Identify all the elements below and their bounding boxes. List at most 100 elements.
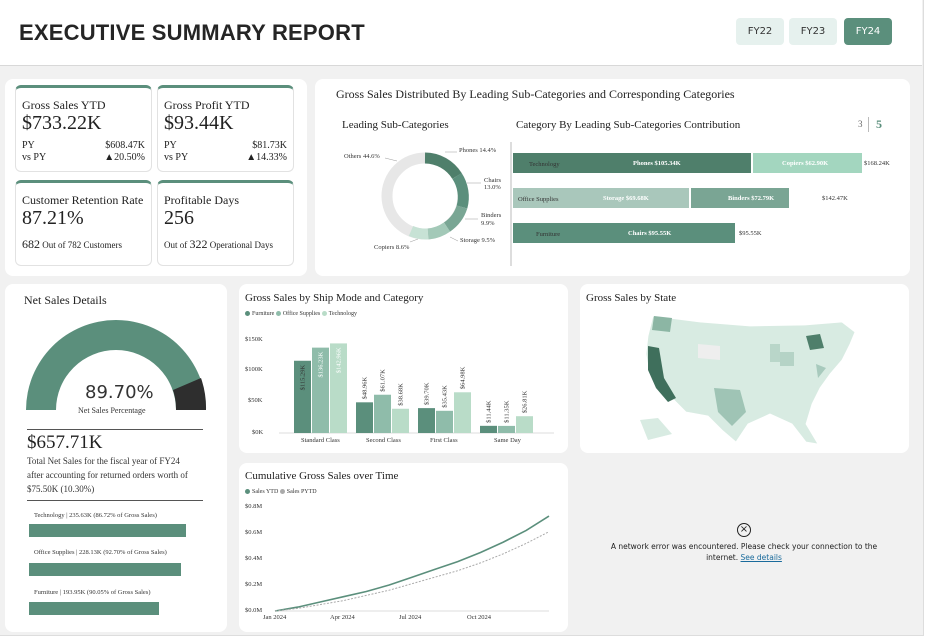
us-map[interactable]: [580, 284, 909, 453]
see-details-link[interactable]: See details: [740, 553, 782, 562]
state-new-york[interactable]: [806, 334, 824, 350]
ship-bar-technology[interactable]: [516, 416, 533, 433]
binders-value: Binders $72.79K: [728, 195, 775, 202]
cumulative-title: Cumulative Gross Sales over Time: [245, 470, 399, 482]
category-label-office: Office Supplies: [518, 196, 559, 203]
furniture-net-bar[interactable]: [29, 602, 159, 615]
legend-dot: [275, 311, 281, 317]
ship-bar-value-label: $35.43K: [442, 385, 449, 408]
ship-bar-office-supplies[interactable]: [498, 425, 515, 433]
x-tick: Oct 2024: [467, 614, 492, 621]
y-tick: $0.6M: [245, 529, 263, 536]
donut-label-phones: Phones 14.4%: [459, 147, 497, 154]
ship-bar-value-label: $115.29K: [300, 364, 307, 390]
state-ohio[interactable]: [780, 352, 794, 366]
vs-py-value: ▲14.33%: [246, 152, 287, 163]
fy24-button[interactable]: FY24: [844, 18, 892, 45]
divider: [27, 500, 203, 501]
y-tick: $50K: [248, 397, 263, 404]
distribution-card: Gross Sales Distributed By Leading Sub-C…: [315, 79, 910, 276]
state-illinois[interactable]: [770, 344, 780, 362]
fy22-button[interactable]: FY22: [736, 18, 784, 45]
office-total: $142.47K: [822, 195, 848, 202]
divider: [27, 429, 203, 430]
ship-bar-furniture[interactable]: [480, 425, 497, 433]
line-sales-ytd[interactable]: [274, 515, 550, 612]
toggle-3[interactable]: 3: [858, 119, 863, 129]
ship-bar-value-label: $136.23K: [318, 351, 325, 377]
technology-total: $168.24K: [864, 160, 890, 167]
ship-bar-technology[interactable]: [454, 392, 471, 433]
leader-line: [409, 238, 419, 243]
gauge-remainder: [173, 378, 207, 410]
ship-bar-office-supplies[interactable]: [436, 410, 453, 433]
ship-bar-furniture[interactable]: [294, 360, 311, 433]
ship-bar-value-label: $38.68K: [398, 383, 405, 406]
x-tick: Jan 2024: [263, 614, 287, 621]
retention-suffix: Out of 782 Customers: [42, 240, 122, 250]
line-sales-pytd[interactable]: [274, 531, 550, 612]
legend-furniture: Furniture: [252, 311, 275, 317]
net-sales-desc-1: Total Net Sales for the fiscal year of F…: [27, 456, 180, 466]
state-virginia[interactable]: [816, 364, 826, 378]
y-tick: $150K: [245, 336, 263, 343]
error-message: A network error was encountered. Please …: [604, 541, 884, 563]
y-tick: $0.8M: [245, 503, 263, 510]
bar-storage[interactable]: [513, 188, 689, 208]
profitable-suffix: Operational Days: [209, 240, 273, 250]
ship-bar-technology[interactable]: [330, 343, 347, 433]
ship-bar-value-label: $11.35K: [504, 400, 511, 423]
office-net-bar[interactable]: [29, 563, 181, 576]
bar-phones[interactable]: [513, 153, 751, 173]
toggle-5[interactable]: 5: [876, 117, 882, 131]
error-text-2: internet.: [706, 553, 739, 562]
bar-chairs[interactable]: [513, 223, 735, 243]
ship-bar-furniture[interactable]: [418, 408, 435, 433]
kpi-label: Profitable Days: [164, 193, 239, 207]
state-wyoming[interactable]: [698, 344, 720, 360]
state-alaska[interactable]: [640, 418, 672, 440]
ship-mode-card: Gross Sales by Ship Mode and Category Fu…: [239, 284, 568, 453]
us-map-shape[interactable]: [645, 315, 856, 445]
ship-bar-office-supplies[interactable]: [312, 347, 329, 433]
kpi-label: Gross Profit YTD: [164, 98, 250, 112]
ship-bar-furniture[interactable]: [356, 402, 373, 433]
legend-sales-ytd: Sales YTD: [252, 489, 279, 495]
state-map-card: Gross Sales by State: [580, 284, 909, 453]
net-sales-desc-3: $75.50K (10.30%): [27, 484, 95, 494]
report-header: EXECUTIVE SUMMARY REPORT FY22 FY23 FY24: [0, 0, 922, 66]
chairs-value: Chairs $95.55K: [628, 230, 672, 237]
gauge-label: Net Sales Percentage: [78, 406, 146, 415]
py-value: $81.73K: [252, 140, 287, 151]
state-washington[interactable]: [652, 316, 672, 332]
x-tick: Apr 2024: [330, 614, 355, 621]
state-california[interactable]: [648, 346, 676, 402]
category-label-furniture: Furniture: [536, 231, 561, 238]
donut-chart: [381, 151, 481, 243]
bar-binders[interactable]: [691, 188, 789, 208]
vs-py-label: vs PY: [22, 152, 47, 163]
leader-line: [384, 157, 398, 162]
ship-bar-value-label: $142.96K: [336, 347, 343, 373]
retention-kpi: Customer Retention Rate 87.21% 682 Out o…: [15, 180, 152, 266]
technology-net-bar[interactable]: [29, 524, 186, 537]
distribution-svg: [381, 142, 862, 266]
legend-dot: [245, 311, 250, 317]
gross-profit-kpi: Gross Profit YTD $93.44K PY $81.73K vs P…: [157, 85, 294, 172]
py-label: PY: [164, 140, 177, 151]
ship-bar-office-supplies[interactable]: [374, 394, 391, 433]
donut-title: Leading Sub-Categories: [342, 119, 449, 131]
donut-storage-segment: [427, 222, 451, 240]
y-tick: $0.4M: [245, 555, 263, 562]
profitable-prefix: Out of: [164, 240, 188, 250]
close-circle-icon: ×: [737, 523, 751, 537]
kpi-label: Gross Sales YTD: [22, 98, 106, 112]
ship-mode-chart: $115.29K $136.23K $142.96K $48.96K $61.07K $3…: [279, 343, 554, 434]
fy23-button[interactable]: FY23: [789, 18, 837, 45]
net-sales-gauge: [26, 320, 207, 410]
bar-copiers[interactable]: [753, 153, 862, 173]
state-texas[interactable]: [714, 388, 746, 426]
legend-dot: [321, 311, 327, 317]
net-sales-desc-2: after accounting for returned orders wor…: [27, 470, 188, 480]
ship-bar-technology[interactable]: [392, 408, 409, 433]
